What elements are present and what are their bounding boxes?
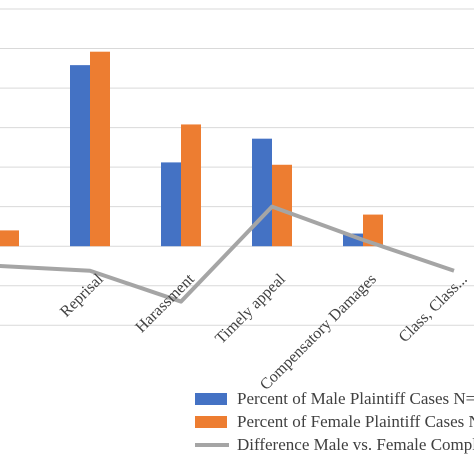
bar-male [70, 65, 90, 247]
legend-swatch-male [195, 393, 227, 405]
legend-label-difference: Difference Male vs. Female Compl [237, 435, 474, 454]
legend: Percent of Male Plaintiff Cases N= Perce… [195, 388, 474, 457]
bar-female [272, 164, 292, 247]
legend-swatch-female [195, 416, 227, 428]
bar-female [363, 214, 383, 247]
legend-item-male: Percent of Male Plaintiff Cases N= [195, 388, 474, 411]
difference-line [0, 204, 455, 304]
category-label: Harassment [132, 270, 198, 336]
legend-item-difference: Difference Male vs. Female Compl [195, 434, 474, 457]
legend-item-female: Percent of Female Plaintiff Cases N [195, 411, 474, 434]
category-label: Reprisal [57, 270, 107, 320]
bar-male [252, 138, 272, 247]
difference-series-line [0, 204, 455, 304]
bar-male [161, 162, 181, 247]
bar-female [181, 124, 201, 247]
category-label: Timely appeal [212, 270, 289, 347]
bar-female [0, 230, 19, 247]
bar-female [90, 51, 110, 247]
category-label: Class, Class... [396, 271, 471, 346]
bars [0, 51, 383, 247]
legend-label-male: Percent of Male Plaintiff Cases N= [237, 389, 474, 408]
legend-swatch-difference [195, 443, 229, 447]
legend-label-female: Percent of Female Plaintiff Cases N [237, 412, 474, 431]
